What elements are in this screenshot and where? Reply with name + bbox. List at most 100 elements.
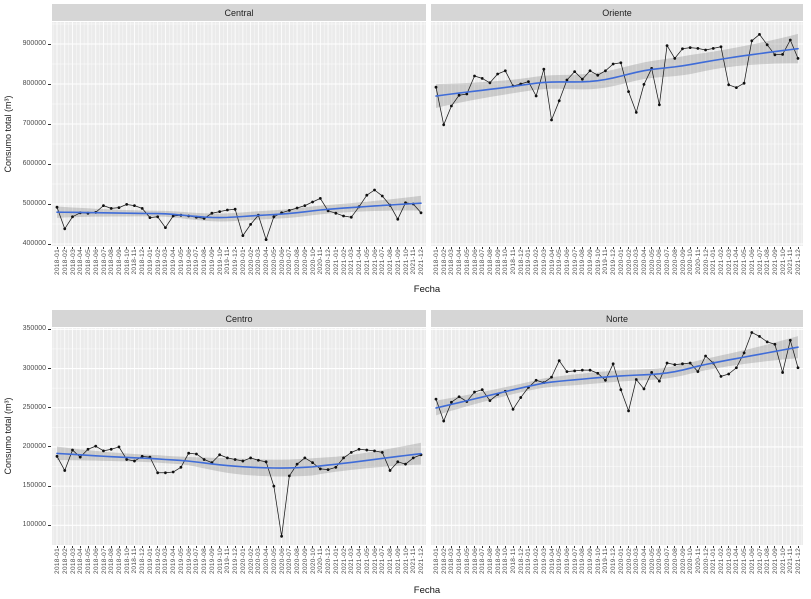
x-tick-mark: [766, 246, 768, 249]
trend-line: [56, 452, 422, 469]
confidence-band: [436, 33, 798, 108]
x-tick-label: 2020-09: [679, 548, 687, 574]
x-tick-mark: [180, 545, 182, 548]
x-tick-label: 2020-02: [625, 548, 633, 574]
x-tick-mark: [164, 246, 166, 249]
x-tick-mark: [381, 545, 383, 548]
x-tick-label: 2018-06: [471, 548, 479, 574]
x-tick-mark: [712, 545, 714, 548]
x-tick-label: 2019-12: [232, 548, 240, 574]
x-tick-mark: [674, 246, 676, 249]
x-tick-mark: [551, 545, 552, 548]
x-tick-label: 2019-10: [216, 249, 224, 275]
x-axis-title-top: Fecha: [413, 284, 441, 295]
x-tick-label: 2021-10: [402, 548, 410, 574]
x-tick-label: 2018-04: [77, 249, 85, 275]
x-tick-mark: [164, 545, 166, 548]
x-tick-label: 2020-09: [301, 548, 309, 574]
y-tick-mark: [48, 203, 51, 205]
y-tick-label: 500000: [22, 200, 46, 207]
x-tick-label: 2021-07: [379, 548, 387, 574]
data-points: [434, 33, 800, 127]
x-tick-label: 2019-07: [193, 548, 201, 574]
x-tick-label: 2018-03: [69, 548, 77, 574]
y-tick-mark: [48, 123, 51, 125]
x-tick-mark: [358, 246, 360, 249]
y-tick-mark: [48, 407, 51, 409]
x-tick-mark: [474, 246, 475, 249]
x-tick-mark: [296, 545, 298, 548]
x-tick-label: 2019-08: [579, 548, 587, 574]
x-tick-mark: [389, 246, 391, 249]
x-tick-mark: [319, 246, 321, 249]
x-tick-label: 2021-05: [363, 249, 371, 275]
x-tick-mark: [759, 545, 760, 548]
y-tick-label: 200000: [22, 442, 46, 450]
x-tick-mark: [366, 545, 368, 548]
x-tick-label: 2019-07: [571, 548, 579, 574]
facet-strip-central: Central: [52, 4, 426, 21]
x-tick-label: 2019-06: [563, 249, 571, 275]
x-tick-label: 2020-09: [679, 249, 687, 275]
x-tick-mark: [141, 545, 143, 548]
x-tick-label: 2019-06: [563, 548, 571, 574]
x-tick-mark: [643, 545, 645, 548]
x-tick-label: 2020-10: [309, 249, 317, 275]
facet-strip-label: Central: [224, 7, 254, 18]
x-tick-mark: [110, 545, 112, 548]
x-tick-mark: [87, 545, 89, 548]
x-tick-label: 2020-08: [671, 249, 679, 275]
x-tick-mark: [489, 545, 491, 548]
x-tick-mark: [474, 545, 475, 548]
x-tick-mark: [95, 246, 97, 249]
x-tick-label: 2019-10: [594, 249, 602, 275]
x-tick-mark: [350, 246, 352, 249]
x-tick-mark: [658, 246, 660, 249]
x-tick-label: 2021-12: [795, 548, 802, 574]
x-tick-mark: [319, 545, 321, 548]
x-tick-label: 2021-01: [332, 249, 340, 275]
x-tick-label: 2019-12: [610, 548, 618, 574]
facet-strip-oriente: Oriente: [431, 4, 803, 21]
x-tick-label: 2018-12: [139, 249, 147, 275]
panel-norte: [431, 328, 803, 545]
x-tick-label: 2019-09: [587, 548, 594, 574]
x-tick-label: 2020-12: [702, 548, 710, 574]
x-tick-mark: [466, 545, 468, 548]
facet-strip-label: Oriente: [602, 7, 632, 18]
x-tick-label: 2020-11: [694, 249, 702, 275]
x-tick-label: 2020-03: [633, 249, 641, 275]
x-tick-mark: [643, 246, 645, 249]
x-tick-mark: [133, 246, 135, 249]
x-tick-mark: [458, 545, 460, 548]
x-tick-mark: [651, 545, 653, 548]
x-tick-mark: [574, 545, 576, 548]
x-tick-label: 2019-01: [146, 548, 154, 574]
x-tick-label: 2020-05: [648, 249, 656, 275]
facet-strip-label: Norte: [605, 313, 628, 324]
x-tick-label: 2019-09: [587, 249, 594, 275]
data-line: [435, 34, 799, 126]
x-tick-label: 2018-09: [494, 249, 502, 275]
x-tick-mark: [203, 545, 205, 548]
x-tick-mark: [133, 545, 135, 548]
y-tick-mark: [48, 485, 51, 487]
x-tick-label: 2018-01: [54, 249, 61, 275]
y-tick-label: 100000: [22, 521, 46, 529]
x-tick-label: 2020-01: [239, 548, 247, 574]
x-tick-label: 2019-04: [170, 548, 178, 574]
x-tick-mark: [697, 545, 699, 548]
y-tick-mark: [48, 368, 51, 369]
y-tick-label: 900000: [22, 40, 46, 47]
x-tick-mark: [543, 545, 545, 548]
x-tick-mark: [397, 246, 399, 249]
x-tick-mark: [458, 246, 460, 249]
x-tick-mark: [743, 246, 745, 249]
y-tick-mark: [48, 446, 51, 448]
x-tick-label: 2020-04: [263, 548, 271, 574]
facet-strip-centro: Centro: [52, 310, 426, 327]
x-tick-label: 2018-08: [486, 249, 494, 275]
x-tick-mark: [304, 246, 306, 249]
x-tick-label: 2019-12: [232, 249, 240, 275]
